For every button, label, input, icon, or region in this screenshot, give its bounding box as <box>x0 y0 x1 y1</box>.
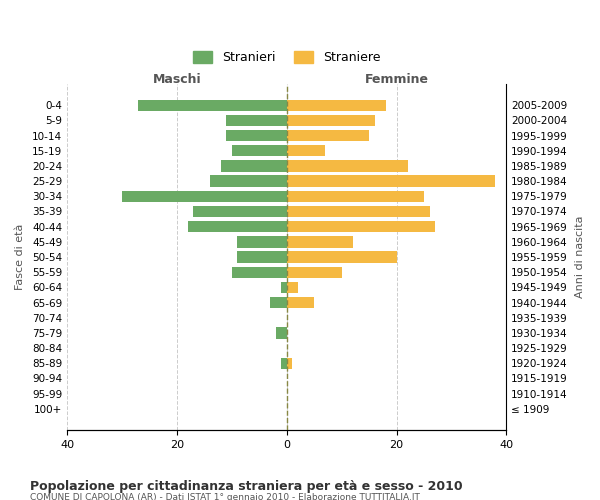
Bar <box>193 206 287 217</box>
Text: Femmine: Femmine <box>365 72 428 86</box>
Bar <box>276 327 287 338</box>
Bar <box>238 252 287 262</box>
Text: Popolazione per cittadinanza straniera per età e sesso - 2010: Popolazione per cittadinanza straniera p… <box>30 480 463 493</box>
Bar <box>281 282 287 293</box>
Bar <box>287 282 298 293</box>
Y-axis label: Anni di nascita: Anni di nascita <box>575 216 585 298</box>
Bar <box>122 190 287 202</box>
Bar <box>226 114 287 126</box>
Legend: Stranieri, Straniere: Stranieri, Straniere <box>187 45 386 70</box>
Bar <box>287 114 374 126</box>
Bar <box>287 266 341 278</box>
Bar <box>287 358 292 369</box>
Bar <box>210 176 287 187</box>
Bar <box>287 206 430 217</box>
Bar <box>226 130 287 141</box>
Bar <box>287 221 435 232</box>
Bar <box>287 297 314 308</box>
Text: Maschi: Maschi <box>152 72 201 86</box>
Bar <box>232 266 287 278</box>
Bar <box>139 100 287 111</box>
Bar <box>287 252 397 262</box>
Bar <box>221 160 287 172</box>
Bar <box>287 176 496 187</box>
Bar <box>287 100 386 111</box>
Bar <box>287 190 424 202</box>
Bar <box>270 297 287 308</box>
Bar <box>287 160 407 172</box>
Bar <box>281 358 287 369</box>
Bar <box>287 130 369 141</box>
Bar <box>188 221 287 232</box>
Bar <box>232 145 287 156</box>
Bar <box>238 236 287 248</box>
Y-axis label: Fasce di età: Fasce di età <box>15 224 25 290</box>
Bar <box>287 145 325 156</box>
Bar <box>287 236 353 248</box>
Text: COMUNE DI CAPOLONA (AR) - Dati ISTAT 1° gennaio 2010 - Elaborazione TUTTITALIA.I: COMUNE DI CAPOLONA (AR) - Dati ISTAT 1° … <box>30 492 420 500</box>
